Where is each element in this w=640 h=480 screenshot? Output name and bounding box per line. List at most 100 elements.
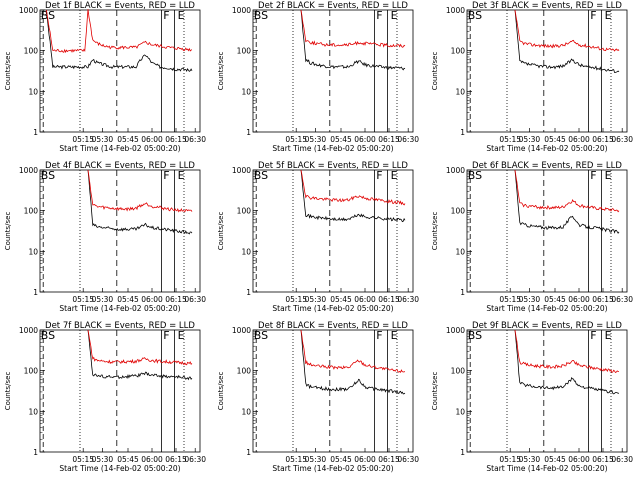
y-tick-label: 100 [24,47,39,56]
marker-label-e: E [391,9,398,22]
x-tick-label: 06:30 [397,455,419,464]
series-line-events [300,9,406,71]
marker-label-bs: BS [41,329,55,342]
y-tick-label: 1 [33,128,38,137]
series-line-lld [300,9,406,48]
y-tick-label: 1000 [446,166,465,175]
y-tick-label: 1 [460,128,465,137]
detector-chart-3: Det 3f BLACK = Events, RED = LLD 1 10 100 10… [431,1,633,153]
x-tick-label: 05:15 [499,295,521,304]
y-tick-label: 1 [246,288,251,297]
plot-frame [466,329,628,453]
x-tick-label: 06:15 [378,135,400,144]
detector-chart-5: Det 5f BLACK = Events, RED = LLD 1 10 100 10… [217,161,419,313]
marker-label-f: F [376,169,382,182]
marker-label-f: F [590,9,596,22]
y-tick-label: 100 [237,47,252,56]
marker-label-bs: BS [41,9,55,22]
x-axis-label: Start Time (14-Feb-02 05:00:20) [272,304,393,313]
x-tick-label: 06:15 [165,455,187,464]
y-axis-label: Counts/sec [4,372,12,411]
y-tick-label: 10 [28,407,38,416]
chart-title: Det 9f BLACK = Events, RED = LLD [472,321,622,331]
x-tick-label: 06:00 [141,135,163,144]
marker-label-f: F [376,9,382,22]
x-axis-label: Start Time (14-Feb-02 05:00:20) [486,464,607,473]
y-tick-label: 100 [451,367,466,376]
chart-title: Det 2f BLACK = Events, RED = LLD [258,1,408,11]
plot-frame [466,169,628,293]
marker-label-e: E [391,169,398,182]
x-tick-label: 06:30 [611,135,633,144]
x-tick-label: 06:30 [611,455,633,464]
y-tick-label: 100 [237,207,252,216]
y-tick-label: 1000 [19,166,38,175]
y-tick-label: 1 [246,448,251,457]
marker-label-e: E [605,169,612,182]
series-line-lld [87,329,193,366]
plot-frame [39,169,201,293]
series-line-events [300,169,406,223]
y-axis-label: Counts/sec [4,52,12,91]
x-tick-label: 06:15 [378,455,400,464]
x-tick-label: 05:45 [330,135,352,144]
x-tick-label: 05:30 [519,295,541,304]
chart-title: Det 4f BLACK = Events, RED = LLD [45,161,195,171]
x-tick-label: 06:15 [592,295,614,304]
series-line-lld [87,169,193,213]
y-tick-label: 100 [451,207,466,216]
x-tick-label: 06:15 [592,135,614,144]
marker-label-bs: BS [41,169,55,182]
x-tick-label: 06:30 [184,135,206,144]
x-tick-label: 06:15 [592,455,614,464]
detector-chart-9: Det 9f BLACK = Events, RED = LLD 1 10 100 10… [431,321,633,473]
x-tick-label: 06:30 [397,295,419,304]
x-axis-label: Start Time (14-Feb-02 05:00:20) [486,304,607,313]
y-tick-label: 10 [455,87,465,96]
x-tick-label: 05:30 [519,135,541,144]
chart-title: Det 1f BLACK = Events, RED = LLD [45,1,195,11]
y-tick-label: 1000 [446,6,465,15]
x-tick-label: 05:30 [305,455,327,464]
x-tick-label: 06:15 [165,295,187,304]
series-line-events [514,169,620,234]
y-tick-label: 1000 [19,326,38,335]
detector-chart-8: Det 8f BLACK = Events, RED = LLD 1 10 100 10… [217,321,419,473]
marker-label-e: E [605,329,612,342]
x-axis-label: Start Time (14-Feb-02 05:00:20) [59,144,180,153]
x-axis-label: Start Time (14-Feb-02 05:00:20) [486,144,607,153]
y-tick-label: 10 [28,247,38,256]
x-tick-label: 05:45 [330,455,352,464]
x-tick-label: 06:15 [378,295,400,304]
y-tick-label: 1000 [446,326,465,335]
x-axis-label: Start Time (14-Feb-02 05:00:20) [59,304,180,313]
chart-title: Det 8f BLACK = Events, RED = LLD [258,321,408,331]
marker-label-e: E [178,329,185,342]
y-tick-label: 10 [241,407,251,416]
plot-frame [466,9,628,133]
x-tick-label: 05:45 [544,295,566,304]
y-axis-label: Counts/sec [431,372,439,411]
marker-label-e: E [391,329,398,342]
x-tick-label: 06:00 [141,295,163,304]
series-line-lld [514,9,620,52]
x-axis-label: Start Time (14-Feb-02 05:00:20) [59,464,180,473]
chart-title: Det 6f BLACK = Events, RED = LLD [472,161,622,171]
x-tick-label: 05:45 [330,295,352,304]
y-tick-label: 10 [28,87,38,96]
x-tick-label: 05:15 [72,135,94,144]
marker-label-bs: BS [468,9,482,22]
y-tick-label: 1 [33,448,38,457]
x-tick-label: 06:00 [568,295,590,304]
x-tick-label: 06:30 [611,295,633,304]
x-tick-label: 05:15 [72,295,94,304]
series-line-events [87,169,193,235]
x-tick-label: 05:15 [285,295,307,304]
y-axis-label: Counts/sec [4,212,12,251]
series-line-lld [300,329,406,374]
y-tick-label: 1000 [232,326,251,335]
x-tick-label: 05:15 [285,135,307,144]
plot-frame [252,169,414,293]
x-tick-label: 06:00 [568,455,590,464]
